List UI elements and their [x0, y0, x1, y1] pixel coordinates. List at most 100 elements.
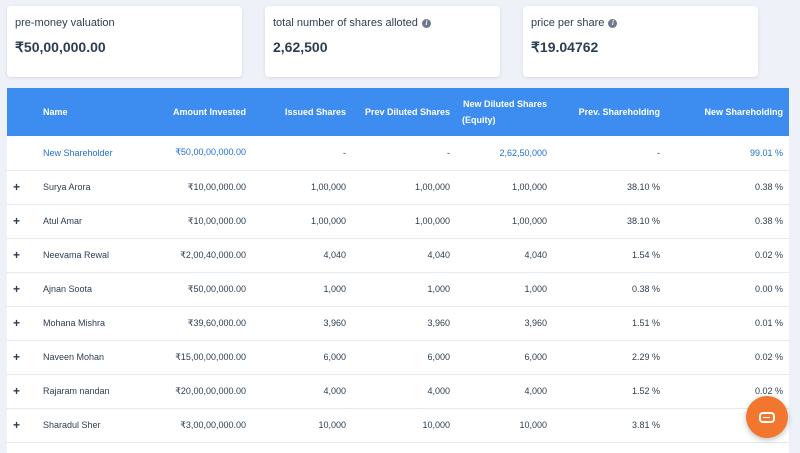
- shareholder-name[interactable]: Rajaram nandan: [37, 374, 152, 409]
- prev-shareholding: 38.10 %: [553, 170, 666, 205]
- new-shareholding: 0.00 %: [666, 272, 789, 307]
- shares-alloted-card: total number of shares alloted i 2,62,50…: [265, 6, 500, 77]
- table-header-row: Name Amount Invested Issued Shares Prev …: [7, 88, 789, 136]
- shareholder-name[interactable]: Ajnan Soota: [37, 272, 152, 307]
- expand-icon[interactable]: +: [7, 238, 37, 273]
- prev-shareholding: 0.38 %: [553, 272, 666, 307]
- shareholder-name[interactable]: Surya Arora: [37, 170, 152, 205]
- new-shareholder-prev-diluted: -: [352, 136, 456, 171]
- header-issued-shares: Issued Shares: [284, 107, 346, 117]
- header-prev-shareholding: Prev. Shareholding: [578, 107, 660, 117]
- prev-shareholding: 3.81 %: [553, 408, 666, 443]
- expand-header: [7, 88, 37, 136]
- expand-icon[interactable]: +: [7, 272, 37, 307]
- chat-button[interactable]: [746, 396, 788, 438]
- new-shareholder-new-diluted: 2,62,50,000: [456, 136, 553, 171]
- shareholder-name[interactable]: Naveen Mohan: [37, 340, 152, 375]
- amount-invested: ₹50,00,000.00: [152, 272, 252, 307]
- price-per-share-card: price per share i ₹19.04762: [523, 6, 758, 77]
- table-row: + Naveen Mohan ₹15,00,00,000.00 6,000 6,000 6…: [7, 340, 789, 375]
- new-shareholder-issued: -: [252, 136, 352, 171]
- new-shareholder-new-holding: 99.01 %: [666, 136, 789, 171]
- prev-diluted-shares: 3,960: [352, 306, 456, 341]
- shareholder-name[interactable]: Atul Amar: [37, 204, 152, 239]
- new-shareholding: 0.38 %: [666, 204, 789, 239]
- prev-diluted-shares: 6,000: [352, 340, 456, 375]
- info-icon[interactable]: i: [421, 18, 431, 28]
- new-shareholding: 0.02 %: [666, 238, 789, 273]
- prev-shareholding: 1.51 %: [553, 306, 666, 341]
- amount-invested: ₹10,00,000.00: [152, 170, 252, 205]
- new-shareholding: 0.38 %: [666, 170, 789, 205]
- new-shareholding: 0.01 %: [666, 306, 789, 341]
- shareholder-name[interactable]: Mohana Mishra: [37, 306, 152, 341]
- issued-shares: 1,000: [252, 272, 352, 307]
- prev-shareholding: 1.52 %: [553, 374, 666, 409]
- table-row: + Sharadul Sher ₹3,00,00,000.00 10,000 10,00…: [7, 408, 789, 443]
- issued-shares: 3,960: [252, 306, 352, 341]
- table-row: + Mohana Mishra ₹39,60,000.00 3,960 3,960 3,9…: [7, 306, 789, 341]
- pre-money-value: ₹50,00,000.00: [15, 39, 106, 55]
- new-diluted-shares: 4,040: [456, 238, 553, 273]
- new-diluted-shares: 4,000: [456, 374, 553, 409]
- shareholder-name[interactable]: Sharadul Sher: [37, 408, 152, 443]
- new-diluted-shares: 6,000: [456, 340, 553, 375]
- new-diluted-shares: 10,000: [456, 408, 553, 443]
- issued-shares: 1,00,000: [252, 170, 352, 205]
- new-shareholder-row: New Shareholder ₹50,00,00,000.00 - - 2,6…: [7, 136, 789, 171]
- prev-diluted-shares: 4,040: [352, 238, 456, 273]
- amount-invested: ₹10,00,000.00: [152, 204, 252, 239]
- expand-icon[interactable]: +: [7, 408, 37, 443]
- prev-diluted-shares: 1,00,000: [352, 170, 456, 205]
- prev-diluted-shares: 4,000: [352, 374, 456, 409]
- new-diluted-shares: 3,960: [456, 306, 553, 341]
- shares-alloted-value: 2,62,500: [273, 39, 328, 55]
- new-shareholder-name[interactable]: New Shareholder: [37, 136, 152, 171]
- table-row: + Surya Arora ₹10,00,000.00 1,00,000 1,00,00…: [7, 170, 789, 205]
- prev-shareholding: 1.54 %: [553, 238, 666, 273]
- shares-alloted-label: total number of shares alloted: [273, 17, 418, 29]
- prev-diluted-shares: 1,00,000: [352, 204, 456, 239]
- header-new-diluted-shares: New Diluted Shares (Equity): [456, 88, 553, 136]
- new-diluted-shares: 1,00,000: [456, 170, 553, 205]
- header-new-shareholding: New Shareholding: [704, 107, 783, 117]
- table-row: + Neevama Rewal ₹2,00,40,000.00 4,040 4,040 4…: [7, 238, 789, 273]
- prev-shareholding: 2.29 %: [553, 340, 666, 375]
- prev-diluted-shares: 10,000: [352, 408, 456, 443]
- issued-shares: 4,040: [252, 238, 352, 273]
- prev-shareholding: 38.10 %: [553, 204, 666, 239]
- expand-icon[interactable]: +: [7, 374, 37, 409]
- new-shareholding: 0.02 %: [666, 340, 789, 375]
- new-diluted-shares: 1,00,000: [456, 204, 553, 239]
- expand-icon[interactable]: +: [7, 306, 37, 341]
- pre-money-card: pre-money valuation ₹50,00,000.00: [7, 6, 242, 77]
- amount-invested: ₹2,00,40,000.00: [152, 238, 252, 273]
- amount-invested: ₹3,00,00,000.00: [152, 408, 252, 443]
- issued-shares: 4,000: [252, 374, 352, 409]
- header-new-diluted-subtitle: (Equity): [462, 115, 496, 125]
- pre-money-label: pre-money valuation: [15, 17, 115, 29]
- amount-invested: ₹20,00,00,000.00: [152, 374, 252, 409]
- shareholding-table: Name Amount Invested Issued Shares Prev …: [7, 88, 789, 453]
- issued-shares: 10,000: [252, 408, 352, 443]
- issued-shares: 6,000: [252, 340, 352, 375]
- expand-icon[interactable]: +: [7, 340, 37, 375]
- price-per-share-value: ₹19.04762: [531, 39, 599, 55]
- header-new-diluted-title: New Diluted Shares: [462, 99, 547, 109]
- prev-diluted-shares: 1,000: [352, 272, 456, 307]
- new-shareholder-prev-holding: -: [553, 136, 666, 171]
- table-row: + Rajaram nandan ₹20,00,00,000.00 4,000 4,00…: [7, 374, 789, 409]
- price-per-share-label: price per share: [531, 17, 605, 29]
- amount-invested: ₹39,60,000.00: [152, 306, 252, 341]
- expand-icon[interactable]: +: [7, 170, 37, 205]
- amount-invested: ₹15,00,00,000.00: [152, 340, 252, 375]
- new-shareholder-amount: ₹50,00,00,000.00: [152, 136, 252, 171]
- expand-icon[interactable]: +: [7, 204, 37, 239]
- shareholder-name[interactable]: Neevama Rewal: [37, 238, 152, 273]
- chat-icon: [759, 411, 775, 423]
- info-icon[interactable]: i: [608, 18, 618, 28]
- issued-shares: 1,00,000: [252, 204, 352, 239]
- table-row: + Ajnan Soota ₹50,00,000.00 1,000 1,000 1,000…: [7, 272, 789, 307]
- table-row: + Atul Amar ₹10,00,000.00 1,00,000 1,00,000 1…: [7, 204, 789, 239]
- header-amount-invested: Amount Invested: [172, 107, 246, 117]
